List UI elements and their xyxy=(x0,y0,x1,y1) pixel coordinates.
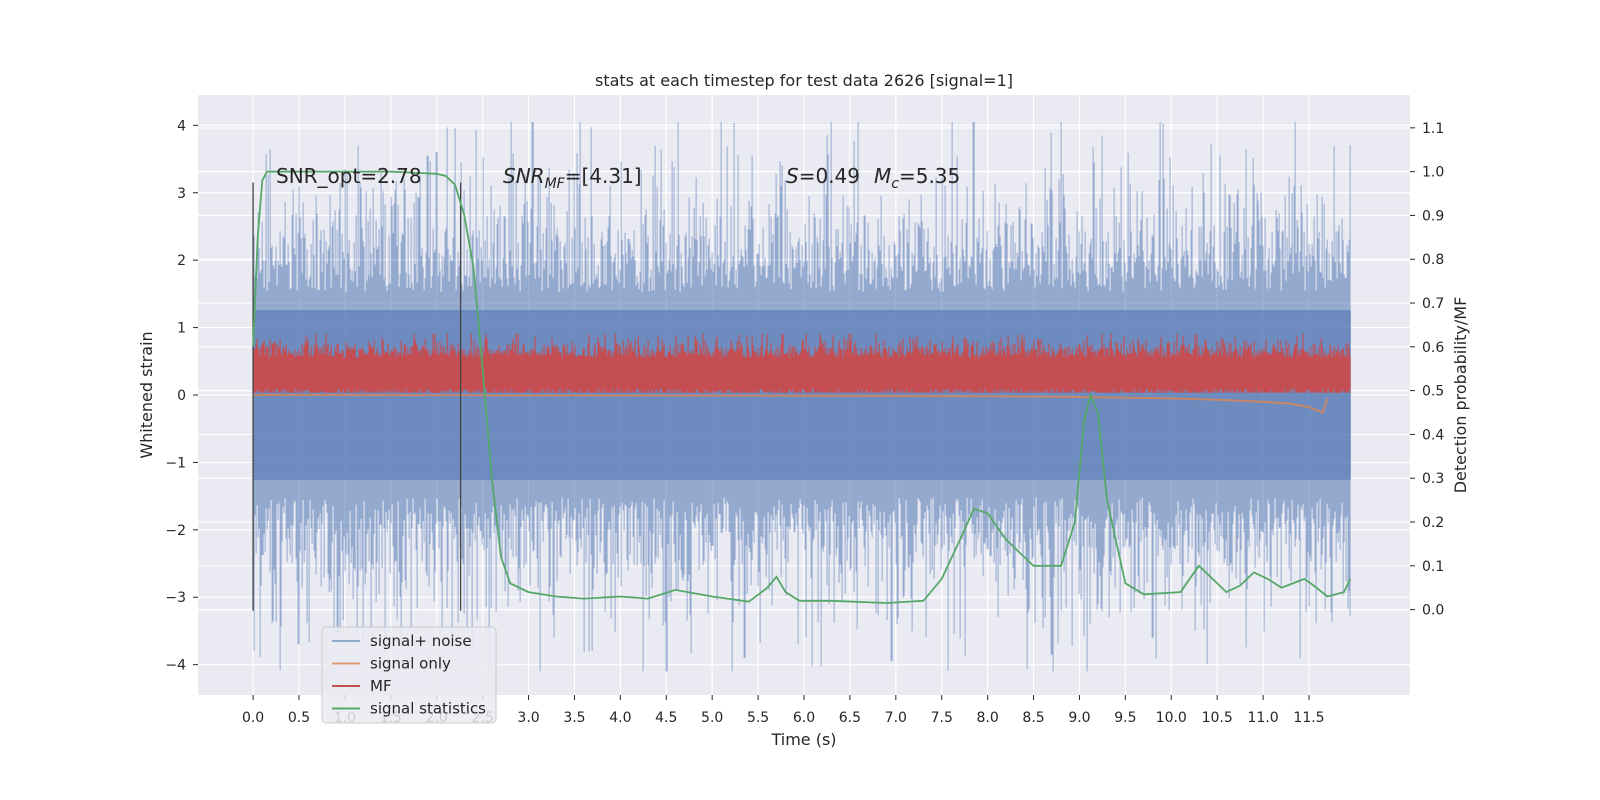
chart-title: stats at each timestep for test data 262… xyxy=(595,71,1013,90)
x-tick-label: 9.5 xyxy=(1114,710,1136,726)
annotation-snr-opt: SNR_opt=2.78 xyxy=(276,164,422,188)
y-right-tick-label: 0.0 xyxy=(1422,603,1444,619)
y-tick-label: 0 xyxy=(177,388,186,404)
legend-label: signal statistics xyxy=(370,700,486,718)
x-tick-label: 11.0 xyxy=(1248,710,1279,726)
x-tick-label: 5.0 xyxy=(701,710,723,726)
x-tick-label: 4.0 xyxy=(609,710,631,726)
x-tick-label: 8.0 xyxy=(977,710,999,726)
legend: signal+ noise signal only MF signal statist… xyxy=(321,626,497,724)
y-right-tick-label: 0.8 xyxy=(1422,252,1444,268)
y-right-tick-label: 0.4 xyxy=(1422,427,1444,443)
y-right-tick-label: 0.3 xyxy=(1422,471,1444,487)
y-tick-label: 1 xyxy=(177,321,186,337)
x-tick-label: 4.5 xyxy=(655,710,677,726)
y-tick-label: −1 xyxy=(165,455,186,471)
annotation-s-mc: S=0.49 Mc=5.35 xyxy=(786,164,960,192)
x-tick-label: 7.0 xyxy=(885,710,907,726)
legend-label: signal+ noise xyxy=(370,632,472,650)
y-tick-label: 3 xyxy=(177,186,186,202)
x-tick-label: 6.0 xyxy=(793,710,815,726)
x-tick-label: 11.5 xyxy=(1293,710,1324,726)
plot-area: 0.00.51.01.52.02.53.03.54.04.55.05.56.06… xyxy=(165,95,1444,726)
y-right-tick-label: 0.5 xyxy=(1422,384,1444,400)
y-axis-right-label: Detection probability/MF xyxy=(1451,297,1470,494)
annotation-snr-mf: SNRMF=[4.31] xyxy=(503,164,642,192)
annotation-s-symbol: S xyxy=(786,164,799,188)
y-right-tick-label: 0.1 xyxy=(1422,559,1444,575)
annotation-s-value: =0.49 xyxy=(799,164,860,188)
x-tick-label: 0.0 xyxy=(242,710,264,726)
y-right-tick-label: 1.1 xyxy=(1422,121,1444,137)
x-tick-label: 10.5 xyxy=(1202,710,1233,726)
annotation-mc-symbol: M xyxy=(874,164,891,188)
y-tick-label: −4 xyxy=(165,658,186,674)
x-tick-label: 3.5 xyxy=(563,710,585,726)
y-right-tick-label: 0.2 xyxy=(1422,515,1444,531)
annotation-snr-mf-sub: MF xyxy=(545,176,566,192)
y-tick-label: 2 xyxy=(177,253,186,269)
y-right-tick-label: 1.0 xyxy=(1422,165,1444,181)
y-right-tick-label: 0.7 xyxy=(1422,296,1444,312)
x-tick-label: 3.0 xyxy=(517,710,539,726)
x-tick-label: 9.0 xyxy=(1068,710,1090,726)
annotation-mc-sub: c xyxy=(891,176,899,192)
y-axis-label: Whitened strain xyxy=(137,331,156,458)
x-tick-label: 10.0 xyxy=(1156,710,1187,726)
annotation-snr-mf-symbol: SNR xyxy=(503,164,545,188)
legend-label: signal only xyxy=(370,655,451,673)
x-tick-label: 8.5 xyxy=(1022,710,1044,726)
annotation-snr-opt-text: SNR_opt=2.78 xyxy=(276,164,422,188)
x-tick-label: 7.5 xyxy=(931,710,953,726)
x-tick-label: 6.5 xyxy=(839,710,861,726)
x-tick-label: 0.5 xyxy=(288,710,310,726)
x-tick-label: 5.5 xyxy=(747,710,769,726)
y-right-tick-label: 0.6 xyxy=(1422,340,1444,356)
series-signal-only xyxy=(253,394,1329,414)
y-right-tick-label: 0.9 xyxy=(1422,208,1444,224)
y-tick-label: −2 xyxy=(165,523,186,539)
x-axis-label: Time (s) xyxy=(770,730,836,749)
series-signal-statistics xyxy=(252,170,1352,604)
y-tick-label: −3 xyxy=(165,590,186,606)
annotation-snr-mf-value: =[4.31] xyxy=(565,164,642,188)
y-tick-label: 4 xyxy=(177,118,186,134)
annotation-mc-value: =5.35 xyxy=(899,164,960,188)
legend-box xyxy=(321,626,497,724)
legend-label: MF xyxy=(370,677,392,695)
